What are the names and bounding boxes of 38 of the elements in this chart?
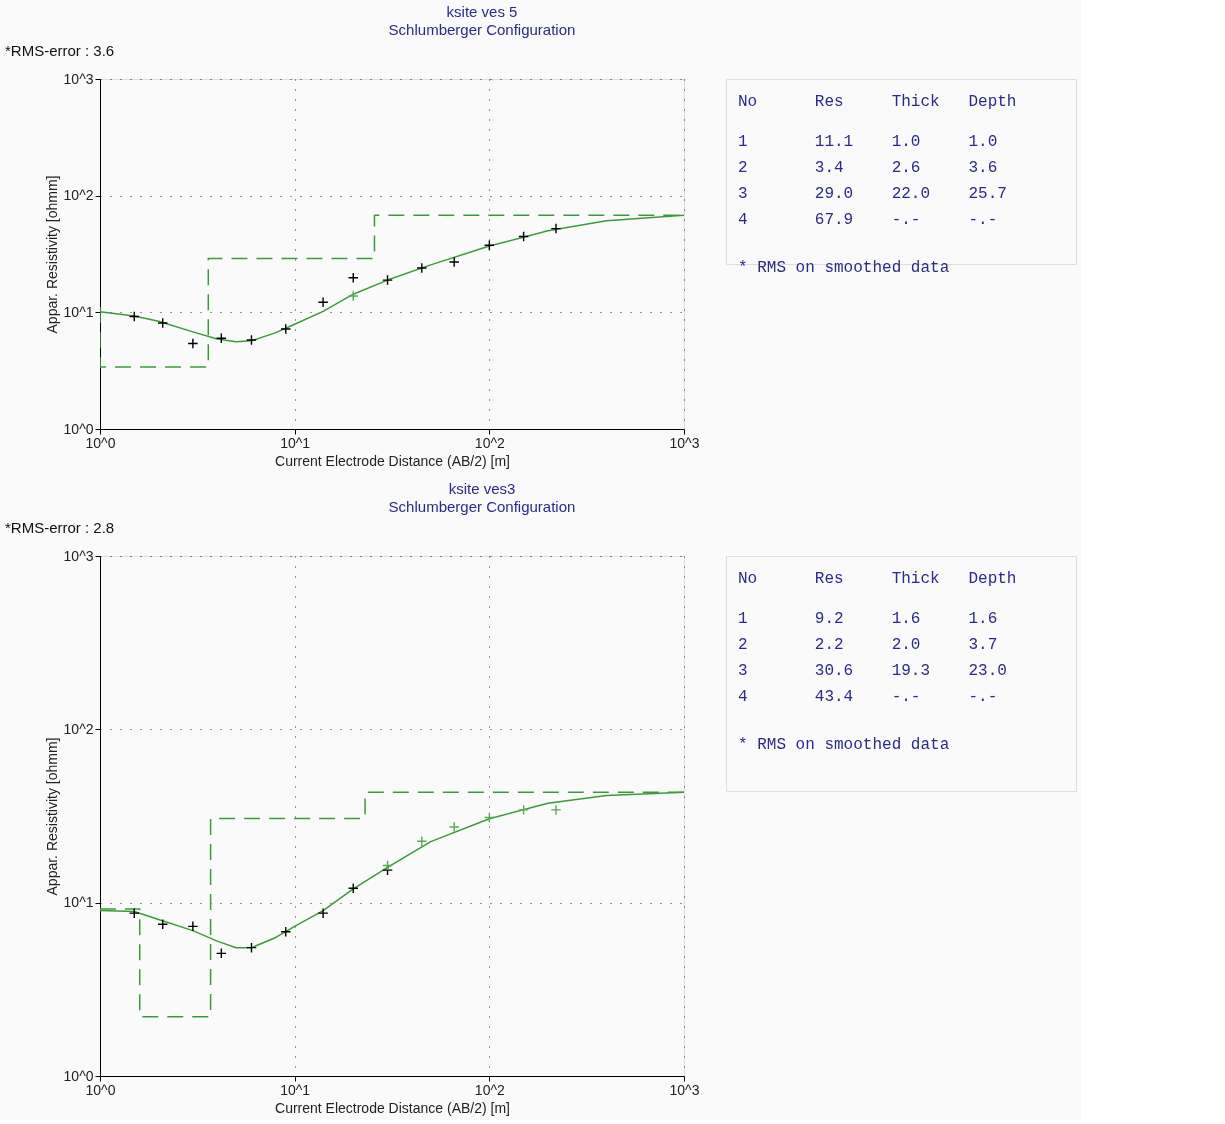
x-tick-label: 10^2 xyxy=(474,434,506,451)
text: 2 2.2 2.0 3.7 xyxy=(738,636,998,654)
text: 3 29.0 22.0 25.7 xyxy=(738,185,1007,203)
text: * RMS on smoothed data xyxy=(738,736,950,754)
text: 1 11.1 1.0 1.0 xyxy=(738,133,998,151)
text: * RMS on smoothed data xyxy=(738,259,950,277)
y-tick-label: 10^2 xyxy=(63,720,94,737)
x-tick-label: 10^3 xyxy=(669,1081,700,1098)
y-tick-label: 10^0 xyxy=(63,420,94,437)
chart-subtitle: Schlumberger Configuration xyxy=(388,498,576,515)
x-axis-title: Current Electrode Distance (AB/2) [m] xyxy=(275,1099,510,1116)
text: 3 30.6 19.3 23.0 xyxy=(738,662,1007,680)
x-tick-label: 10^2 xyxy=(474,1081,506,1098)
y-tick-label: 10^3 xyxy=(63,70,94,87)
text: 1 9.2 1.6 1.6 xyxy=(738,610,998,628)
chart-subtitle: Schlumberger Configuration xyxy=(388,21,576,38)
x-tick-label: 10^0 xyxy=(85,434,116,451)
text: 4 43.4 -.- -.- xyxy=(738,688,998,706)
y-tick-label: 10^2 xyxy=(63,187,94,204)
y-tick-label: 10^1 xyxy=(63,894,94,911)
text: *RMS-error : 3.6 xyxy=(5,42,115,59)
y-tick-label: 10^1 xyxy=(63,303,94,320)
text: 4 67.9 -.- -.- xyxy=(738,211,998,229)
y-tick-label: 10^3 xyxy=(63,547,94,564)
text: *RMS-error : 2.8 xyxy=(5,519,115,536)
x-axis-title: Current Electrode Distance (AB/2) [m] xyxy=(275,452,510,469)
x-tick-label: 10^1 xyxy=(280,1081,311,1098)
chart-title: ksite ves3 xyxy=(448,480,516,497)
x-tick-label: 10^1 xyxy=(280,434,311,451)
y-tick-label: 10^0 xyxy=(63,1067,94,1084)
text: 2 3.4 2.6 3.6 xyxy=(738,159,998,177)
chart-title: ksite ves 5 xyxy=(446,3,518,20)
y-axis-title: Appar. Resistivity [ohmm] xyxy=(43,175,60,334)
text: No Res Thick Depth xyxy=(738,93,1017,111)
text: No Res Thick Depth xyxy=(738,570,1017,588)
y-axis-title: Appar. Resistivity [ohmm] xyxy=(43,737,60,896)
x-tick-label: 10^3 xyxy=(669,434,700,451)
x-tick-label: 10^0 xyxy=(85,1081,116,1098)
